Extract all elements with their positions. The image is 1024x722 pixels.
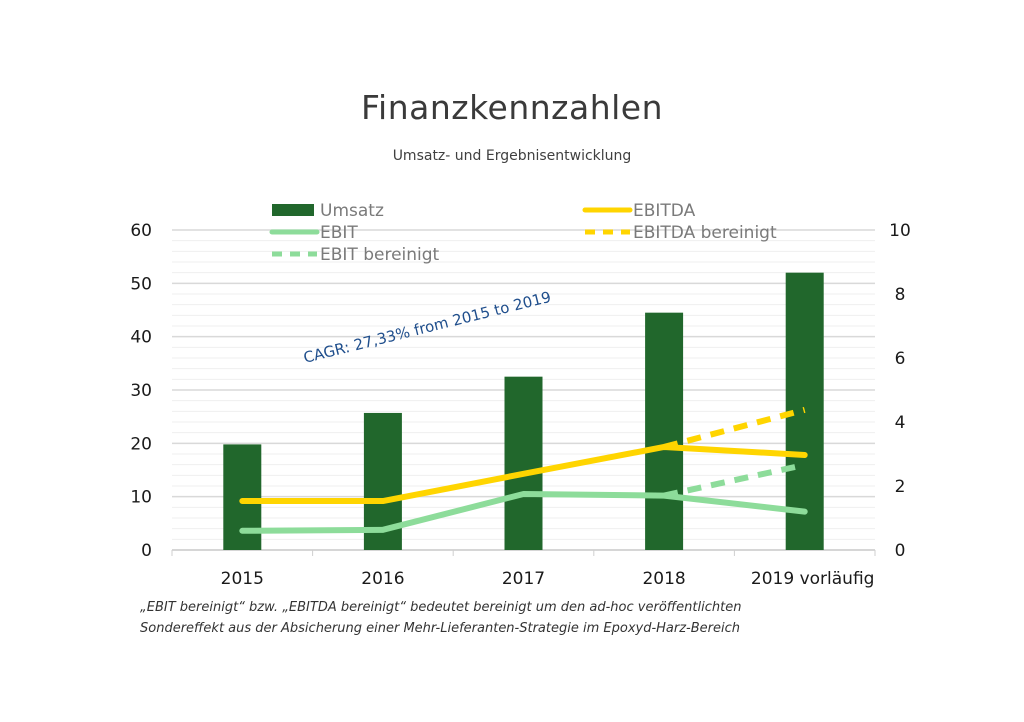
- chart-title: Finanzkennzahlen: [360, 88, 664, 127]
- right-tick-label: 10: [889, 221, 911, 241]
- line-ebitda-bereinigt: [663, 406, 806, 450]
- left-axis-ticks: 0 10 20 30 40 50 60: [130, 221, 152, 561]
- left-tick-label: 0: [141, 541, 152, 561]
- x-tick-label: 2018: [642, 569, 685, 589]
- left-tick-label: 40: [130, 328, 152, 348]
- x-tick-label: 2019 vorläufig: [751, 569, 875, 589]
- line-ebit: [239, 491, 808, 534]
- bar-umsatz-2018: [645, 312, 684, 550]
- line-ebitda: [239, 443, 808, 505]
- x-axis-ticks: 2015 2016 2017 2018 2019 vorläufig: [221, 569, 875, 589]
- bar-umsatz-2017: [504, 376, 543, 550]
- right-tick-label: 4: [895, 413, 906, 433]
- left-tick-label: 60: [130, 221, 152, 241]
- legend-swatch: [272, 204, 314, 216]
- footnote-line-1: „EBIT bereinigt“ bzw. „EBITDA bereinigt“…: [140, 600, 742, 615]
- legend-label: EBIT bereinigt: [320, 245, 440, 265]
- x-tick-label: 2016: [361, 569, 404, 589]
- legend-item-ebit-bereinigt: EBIT bereinigt: [272, 245, 440, 265]
- x-tick-label: 2017: [502, 569, 545, 589]
- lines: [239, 406, 808, 534]
- right-tick-label: 2: [895, 477, 906, 497]
- bar-umsatz-2015: [223, 444, 262, 550]
- chart-subtitle: Umsatz- und Ergebnisentwicklung: [392, 148, 632, 164]
- right-axis-ticks: 0 2 4 6 8 10: [889, 221, 911, 561]
- x-tick-label: 2015: [221, 569, 264, 589]
- legend-item-ebitda-bereinigt: EBITDA bereinigt: [585, 223, 777, 243]
- left-tick-label: 30: [130, 381, 152, 401]
- left-tick-label: 20: [130, 434, 152, 454]
- right-tick-label: 6: [895, 349, 906, 369]
- line-ebit-bereinigt: [663, 461, 806, 499]
- cagr-annotation: CAGR: 27,33% from 2015 to 2019: [302, 288, 553, 367]
- legend-item-ebitda: EBITDA: [582, 201, 696, 221]
- right-tick-label: 8: [895, 285, 906, 305]
- legend-item-umsatz: Umsatz: [272, 201, 384, 221]
- legend-item-ebit: EBIT: [269, 223, 358, 243]
- legend-label: EBITDA bereinigt: [633, 223, 777, 243]
- footnote-line-2: Sondereffekt aus der Absicherung einer M…: [140, 621, 741, 636]
- legend-label: EBIT: [320, 223, 358, 243]
- left-tick-label: 50: [130, 274, 152, 294]
- legend-label: Umsatz: [320, 201, 384, 221]
- right-tick-label: 0: [895, 541, 906, 561]
- footnote: „EBIT bereinigt“ bzw. „EBITDA bereinigt“…: [140, 597, 900, 639]
- legend-label: EBITDA: [633, 201, 696, 221]
- left-tick-label: 10: [130, 488, 152, 508]
